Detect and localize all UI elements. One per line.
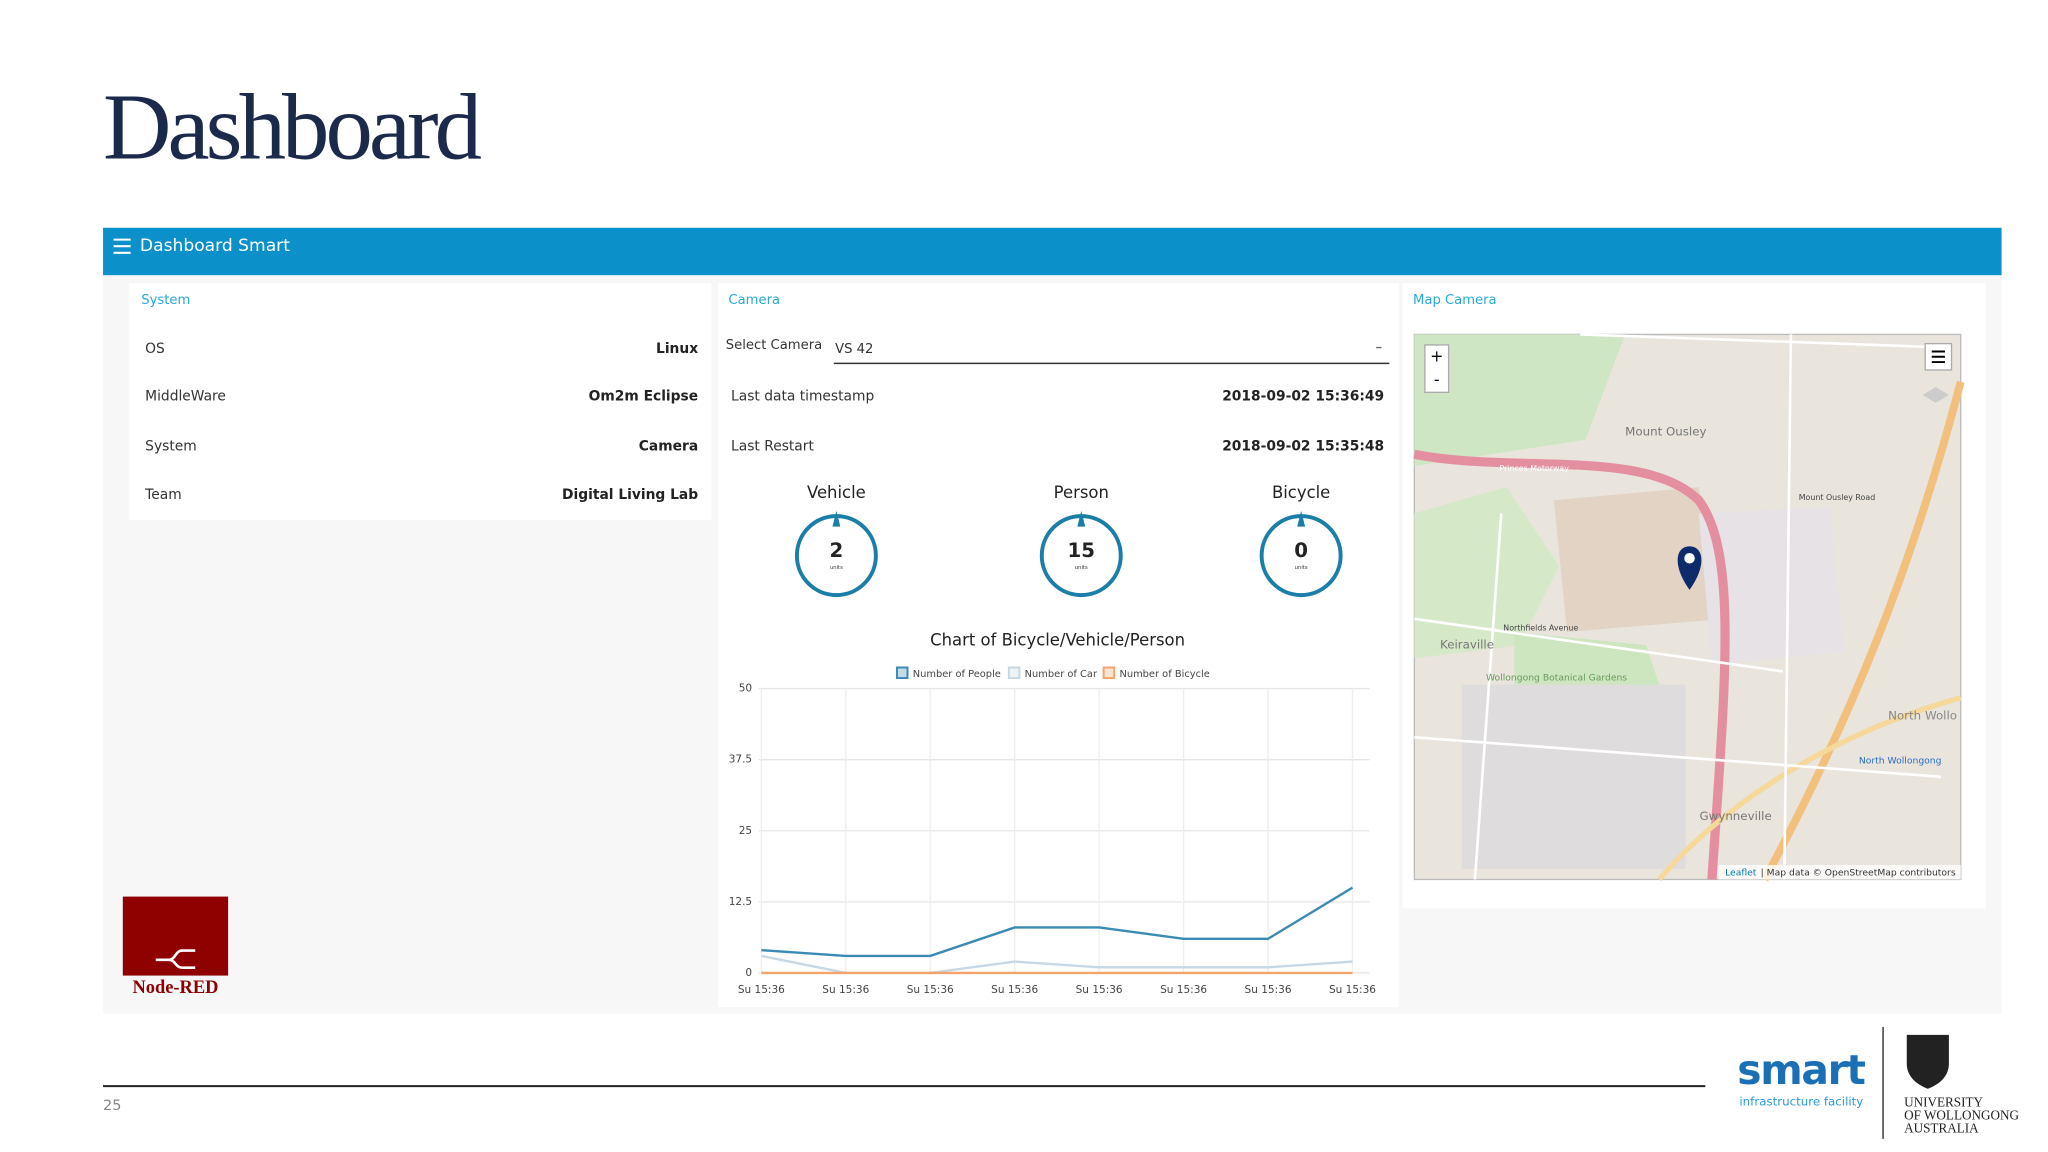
map-park — [1414, 487, 1560, 659]
zoom-out[interactable]: - — [1434, 370, 1440, 389]
legend-swatch — [1102, 666, 1116, 680]
card-heading: System — [141, 293, 190, 308]
y-tick-label: 25 — [739, 825, 752, 837]
legend-label: Number of Bicycle — [1119, 669, 1209, 680]
gauge-value: 15 — [1068, 539, 1095, 562]
camera-card — [717, 283, 1399, 1008]
layers-button[interactable] — [1922, 387, 1949, 403]
row-value: Linux — [656, 341, 698, 357]
gauge-value: 2 — [830, 539, 844, 562]
gauge-needle — [1297, 510, 1306, 527]
legend-label: Number of Car — [1025, 669, 1098, 680]
row-label: Last data timestamp — [731, 388, 874, 404]
zoom-control — [1424, 344, 1450, 393]
row-label: OS — [145, 341, 165, 357]
attribution-link[interactable]: Leaflet — [1725, 867, 1757, 878]
menu-icon[interactable] — [113, 238, 131, 254]
map-label: Princes Motorway — [1499, 464, 1569, 473]
row-value: Om2m Eclipse — [589, 388, 699, 404]
slide-title: Dashboard — [103, 75, 482, 180]
marker-icon — [1684, 552, 1695, 564]
row-label: Last Restart — [731, 438, 814, 454]
map-label: Keiraville — [1440, 638, 1494, 652]
university-name: AUSTRALIA — [1904, 1121, 1979, 1136]
map-label: Wollongong Botanical Gardens — [1486, 673, 1627, 684]
map-label: Northfields Avenue — [1503, 624, 1578, 633]
select-label: Select Camera — [726, 338, 822, 353]
zoom-in[interactable]: + — [1430, 346, 1443, 365]
university-crest — [1906, 1034, 1949, 1089]
row-value: 2018-09-02 15:35:48 — [1222, 438, 1384, 454]
map-label: Mount Ousley Road — [1799, 493, 1875, 502]
map-block — [1698, 506, 1844, 665]
page-number: 25 — [103, 1098, 121, 1114]
gauge-unit: units — [1295, 565, 1308, 571]
app-title: Dashboard Smart — [140, 236, 290, 256]
y-tick-label: 0 — [745, 967, 752, 979]
brand-subtitle: infrastructure facility — [1739, 1094, 1863, 1108]
gauge-unit: units — [830, 565, 843, 571]
row-value: Camera — [639, 438, 698, 454]
map-road — [1657, 695, 1962, 882]
y-tick-label: 12.5 — [729, 896, 752, 908]
brand-logo: smart — [1737, 1046, 1865, 1094]
gauge-needle — [832, 510, 841, 527]
card-heading: Camera — [728, 293, 780, 308]
app-bar — [103, 227, 2002, 276]
x-tick-label: Su 15:36 — [907, 984, 954, 996]
menu-icon — [1931, 350, 1945, 364]
x-tick-label: Su 15:36 — [1076, 984, 1123, 996]
university-name: OF WOLLONGONG — [1904, 1107, 2019, 1122]
map-street — [1414, 333, 1949, 880]
gauge-unit: units — [1075, 565, 1088, 571]
gauge-label: Vehicle — [807, 483, 866, 502]
university-name: UNIVERSITY — [1904, 1094, 1983, 1109]
chart-title: Chart of Bicycle/Vehicle/Person — [930, 631, 1185, 650]
gauge-label: Person — [1054, 483, 1109, 502]
legend-swatch — [1007, 666, 1021, 680]
map-motorway — [1413, 449, 1730, 880]
row-value: Digital Living Lab — [562, 487, 698, 503]
y-tick-label: 37.5 — [729, 754, 752, 766]
map-label: North Wollongong — [1859, 755, 1942, 766]
node-red-text: Node-RED — [132, 977, 218, 997]
x-tick-label: Su 15:36 — [738, 984, 785, 996]
gauge-label: Bicycle — [1272, 483, 1330, 502]
legend-swatch — [895, 666, 909, 680]
y-tick-label: 50 — [739, 683, 752, 695]
row-label: Team — [144, 487, 182, 503]
map-campus — [1553, 487, 1726, 632]
attribution: | Map data © OpenStreetMap contributors — [1761, 867, 1956, 878]
map-highway — [1761, 380, 1965, 882]
node-red-icon — [155, 949, 196, 969]
attribution-bg — [1718, 864, 1961, 880]
row-value: 2018-09-02 15:36:49 — [1222, 388, 1384, 404]
map-park — [1414, 334, 1626, 467]
series-line — [761, 886, 1354, 958]
map-label: Gwynneville — [1699, 809, 1771, 823]
select-value[interactable]: VS 42 — [835, 342, 873, 357]
x-tick-label: Su 15:36 — [1329, 984, 1376, 996]
row-label: System — [145, 438, 197, 454]
legend-label: Number of People — [913, 669, 1001, 680]
camera-marker[interactable] — [1677, 546, 1702, 590]
gauge-value: 0 — [1294, 539, 1308, 562]
card-heading: Map Camera — [1413, 293, 1497, 308]
x-tick-label: Su 15:36 — [822, 984, 869, 996]
x-tick-label: Su 15:36 — [1160, 984, 1207, 996]
map-label: North Wollo — [1888, 709, 1957, 723]
gauge-needle — [1077, 510, 1086, 527]
map-block — [1461, 684, 1686, 869]
row-label: MiddleWare — [145, 388, 226, 404]
map-label: Mount Ousley — [1625, 424, 1706, 438]
x-tick-label: Su 15:36 — [1245, 984, 1292, 996]
x-tick-label: Su 15:36 — [991, 984, 1038, 996]
map[interactable]: + - Leaflet | Map data © OpenStreetMap c… — [1413, 333, 1965, 882]
system-card — [129, 283, 712, 521]
